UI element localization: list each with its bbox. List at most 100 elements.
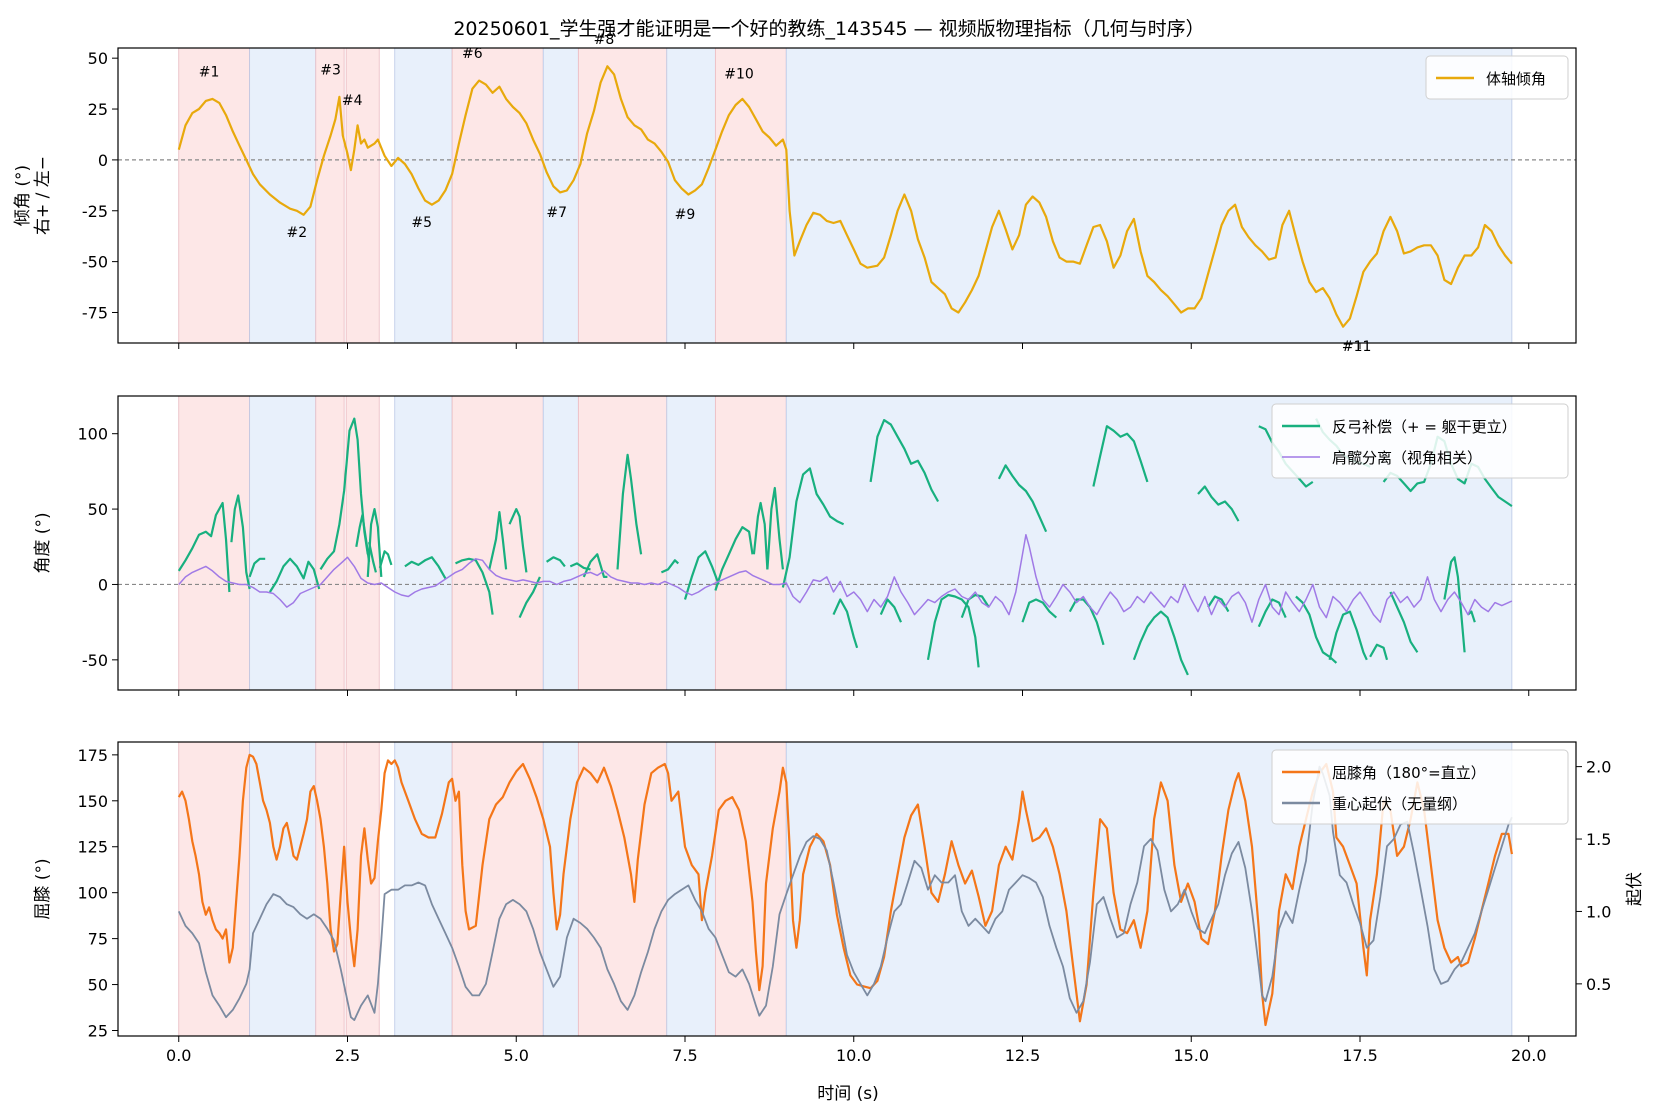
series-line-comp — [582, 553, 608, 578]
series-line-shoulder — [178, 533, 1513, 623]
series-line-comp — [781, 467, 845, 588]
y-tick-label: 125 — [77, 838, 108, 857]
y-tick-label: 25 — [88, 100, 108, 119]
series-line-comp — [230, 494, 251, 590]
segment-label: #9 — [675, 207, 696, 223]
series-line-comp — [1389, 591, 1419, 653]
y-tick-label: -75 — [82, 303, 108, 322]
series-line-comp — [683, 550, 720, 600]
phase-band — [249, 395, 317, 691]
x-tick-label: 20.0 — [1511, 1046, 1547, 1065]
series-line-comp — [960, 593, 990, 618]
y-tick-label: -50 — [82, 253, 108, 272]
phase-band — [785, 47, 1513, 344]
x-tick-label: 7.5 — [672, 1046, 697, 1065]
x-tick-label: 0.0 — [166, 1046, 191, 1065]
y-tick-label: 175 — [77, 746, 108, 765]
x-tick-label: 15.0 — [1173, 1046, 1209, 1065]
phase-band — [345, 741, 380, 1037]
legend-label: 体轴倾角 — [1486, 70, 1546, 88]
segment-label: #3 — [320, 62, 341, 78]
series-line-comp — [616, 453, 643, 570]
series-line-knee — [177, 753, 1513, 1027]
phase-band — [315, 395, 345, 691]
legend-box — [1271, 749, 1569, 825]
series-line-comp — [488, 511, 508, 570]
y-axis-title: 倾角 (°) — [13, 165, 33, 226]
series-line-comp — [177, 501, 231, 593]
x-tick-label: 17.5 — [1342, 1046, 1378, 1065]
legend-box — [1425, 55, 1569, 100]
series-line-com — [177, 765, 1513, 1021]
series-line-comp — [355, 514, 371, 562]
segment-label: #6 — [462, 46, 483, 62]
series-line-comp — [832, 598, 859, 649]
phase-band — [542, 47, 579, 344]
y-tick-label: -50 — [82, 651, 108, 670]
phase-band — [315, 47, 345, 344]
series-line-comp — [1207, 595, 1230, 613]
series-line-comp — [518, 576, 541, 619]
series-line-comp — [660, 559, 680, 574]
y-axis-title: 屈膝 (°) — [33, 858, 53, 919]
series-line-comp — [1092, 425, 1149, 487]
series-line-comp — [997, 464, 1048, 533]
phase-band — [666, 47, 716, 344]
phase-band — [577, 395, 668, 691]
phase-band — [542, 741, 579, 1037]
series-line-comp — [752, 501, 769, 570]
angle-panel: 100 50 0 -50 角度 (°) 反弓补偿（+ = 躯干更立） 肩髋分离（视角相关） — [33, 395, 1577, 696]
series-line-comp — [766, 486, 784, 570]
phase-band — [542, 395, 579, 691]
y-tick-label: 50 — [88, 49, 108, 68]
series-line-comp — [1369, 643, 1389, 661]
series-line-comp — [545, 556, 566, 568]
legend-label: 屈膝角（180°=直立） — [1332, 764, 1486, 782]
right-y-axis-title: 起伏 — [1625, 872, 1645, 906]
y-tick-label: -25 — [82, 202, 108, 221]
phase-band — [178, 741, 251, 1037]
plot-area — [177, 65, 1513, 328]
segment-label: #4 — [342, 93, 363, 109]
x-axis-title: 时间 (s) — [817, 1084, 879, 1104]
y-tick-label: 50 — [88, 976, 108, 995]
y-tick-label: 150 — [77, 792, 108, 811]
series-line-comp — [455, 557, 494, 615]
phase-band — [451, 47, 544, 344]
series-line-comp — [268, 557, 321, 593]
phase-band — [345, 47, 380, 344]
phase-band — [714, 47, 787, 344]
series-line-comp — [1132, 610, 1189, 676]
y-tick-label: 100 — [77, 884, 108, 903]
series-line-tilt — [177, 65, 1513, 328]
phase-band — [451, 741, 544, 1037]
phase-band — [178, 47, 251, 344]
series-line-comp — [869, 419, 940, 503]
right-y-tick-label: 0.5 — [1586, 975, 1611, 994]
y-tick-label: 0 — [98, 151, 108, 170]
phase-band — [249, 47, 317, 344]
figure-title: 20250601_学生强才能证明是一个好的教练_143545 — 视频版物理指标… — [453, 18, 1204, 40]
y-tick-label: 100 — [77, 425, 108, 444]
phase-band — [394, 395, 453, 691]
knee-panel: 0.0 2.5 5.0 7.5 10.0 12.5 15.0 17.5 20.0 175 150 12… — [33, 741, 1645, 1065]
series-line-comp — [879, 598, 903, 623]
segment-label: #10 — [724, 67, 754, 83]
y-axis-title: 角度 (°) — [33, 512, 53, 573]
legend-label: 重心起伏（无量纲） — [1332, 795, 1467, 813]
series-line-comp — [1328, 610, 1368, 661]
y-tick-label: 25 — [88, 1021, 108, 1040]
phase-band — [451, 395, 544, 691]
series-line-comp — [366, 508, 383, 577]
y-axis-title: 右+ / 左− — [33, 156, 53, 235]
series-line-comp — [1197, 485, 1240, 522]
right-y-tick-label: 1.5 — [1586, 830, 1611, 849]
series-line-comp — [1443, 556, 1466, 653]
x-tick-label: 12.5 — [1005, 1046, 1041, 1065]
segment-label: #7 — [546, 205, 567, 221]
series-line-comp — [378, 550, 393, 569]
axes-frame — [117, 741, 1577, 1037]
segment-label: #2 — [287, 225, 308, 241]
segment-label: #1 — [199, 64, 220, 80]
